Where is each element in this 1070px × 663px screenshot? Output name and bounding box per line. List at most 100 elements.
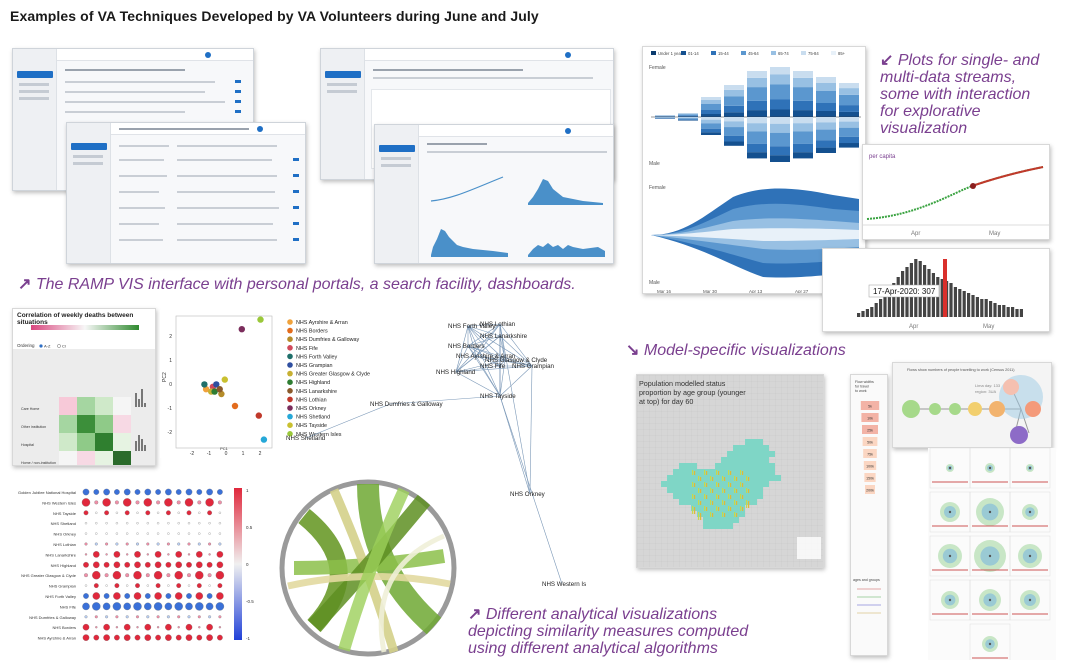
female-bar-segment xyxy=(816,83,836,91)
daily-bar xyxy=(1006,307,1010,317)
map-cell xyxy=(715,511,721,517)
bubble-cell xyxy=(175,551,183,558)
age-legend-label: Under 1 year xyxy=(658,51,683,56)
bubble-cell xyxy=(208,522,211,525)
male-bar-segment xyxy=(701,123,721,129)
female-bar-segment xyxy=(793,71,813,78)
ordering-cl-radio[interactable] xyxy=(57,344,61,348)
bubble-cell xyxy=(167,532,170,535)
map-cell xyxy=(697,493,703,499)
map-cell xyxy=(757,463,763,469)
bubble-cell xyxy=(135,500,140,505)
map-age-glyph xyxy=(706,507,708,514)
flow-network-title: Flows show numbers of people travelling … xyxy=(907,368,1015,372)
map-cell xyxy=(733,505,739,511)
map-cell xyxy=(751,475,757,481)
female-bar-segment xyxy=(701,110,721,114)
bubble-cell xyxy=(198,626,201,629)
map-cell xyxy=(685,469,691,475)
male-bar-segment xyxy=(839,121,859,128)
bar-tooltip-box xyxy=(868,284,940,298)
map-cell xyxy=(709,469,715,475)
ordering-az-radio[interactable] xyxy=(39,344,43,348)
bubble-cell xyxy=(205,498,214,507)
daily-bar xyxy=(975,297,979,317)
map-cell xyxy=(745,481,751,487)
daily-bar xyxy=(980,299,984,317)
network-node-label: NHS Lanarkshire xyxy=(480,333,528,340)
map-cell xyxy=(739,463,745,469)
bubble-cell xyxy=(103,634,110,641)
bubble-cell xyxy=(95,626,98,629)
male-bar-segment xyxy=(724,117,744,122)
male-bar-segment xyxy=(770,132,790,147)
bubble-cell xyxy=(135,542,139,546)
male-bar-segment xyxy=(701,119,721,124)
map-cell xyxy=(727,511,733,517)
bubble-cell xyxy=(187,522,191,525)
stream-xtick: Mar 16 xyxy=(657,289,672,294)
bubble-cell xyxy=(134,489,141,495)
female-bar-segment xyxy=(770,84,790,100)
bubble-cell xyxy=(83,561,89,568)
network-edge xyxy=(499,395,563,585)
map-age-glyph xyxy=(748,489,750,496)
network-edge xyxy=(467,325,501,337)
map-cell xyxy=(739,475,745,481)
caption-ramp-vis-text: The RAMP VIS interface with personal por… xyxy=(35,276,576,293)
network-edge xyxy=(499,359,506,367)
female-bar-segment xyxy=(839,94,859,106)
pca-legend-swatch xyxy=(287,388,293,394)
pca-xtick: 0 xyxy=(225,451,228,457)
map-cell xyxy=(679,493,685,499)
highlight-bar xyxy=(943,259,947,317)
bubble-cell xyxy=(174,602,183,611)
map-cell xyxy=(685,493,691,499)
caption-plots: ↙ Plots for single- and multi-data strea… xyxy=(880,52,1070,137)
network-edge xyxy=(305,403,391,439)
network-node-label: NHS Western Is xyxy=(542,581,586,588)
pca-point xyxy=(211,388,218,395)
heatmap-title: Correlation of weekly deaths between sit… xyxy=(17,312,134,326)
bubble-cell xyxy=(176,583,182,588)
bubble-cell xyxy=(165,623,172,631)
female-bar-segment xyxy=(816,111,836,117)
map-cell xyxy=(709,523,715,529)
map-cell xyxy=(733,463,739,469)
map-age-glyph xyxy=(734,500,736,508)
daily-bar xyxy=(949,283,953,317)
map-age-glyph xyxy=(736,501,738,508)
map-age-glyph xyxy=(718,507,720,514)
map-age-glyph xyxy=(728,470,730,478)
caption-plots-line4: for explorative xyxy=(880,103,981,120)
bubble-cell xyxy=(185,488,193,496)
map-cell xyxy=(763,445,769,451)
map-age-glyph xyxy=(736,489,738,496)
map-cell xyxy=(667,481,673,487)
female-bar-segment xyxy=(770,99,790,110)
bubble-cell xyxy=(115,532,119,535)
pca-scatter-panel: 2 1 0 -1 -2 -2 -1 0 1 2 PC2 PC1 NHS Ayrshire & Arra… xyxy=(160,310,370,458)
male-bar-segment xyxy=(678,117,698,118)
bubble-cell xyxy=(217,489,223,495)
map-age-glyph xyxy=(712,501,714,508)
female-bar-segment xyxy=(701,114,721,117)
bubble-row-label: NHS Borders xyxy=(52,625,76,630)
bubble-cell xyxy=(104,573,109,578)
bubble-cell xyxy=(208,615,212,619)
map-age-glyph xyxy=(722,500,724,508)
male-bar-segment xyxy=(701,117,721,120)
caption-analytical-line1: Different analytical visualizations xyxy=(485,606,718,623)
network-node-label: NHS Forth Valley xyxy=(448,323,496,330)
female-bar-segment xyxy=(724,85,744,90)
map-cell xyxy=(757,457,763,463)
bubble-cell xyxy=(218,542,222,546)
glyph-center xyxy=(1028,510,1032,514)
bubble-cell xyxy=(105,584,108,587)
map-cell xyxy=(757,493,763,499)
heatmap-row-label-3: Home / non-institution xyxy=(21,461,56,465)
female-bar-segment xyxy=(678,113,698,114)
map-cell xyxy=(733,451,739,457)
bubble-cell xyxy=(146,553,149,556)
male-bar-segment xyxy=(747,152,767,159)
